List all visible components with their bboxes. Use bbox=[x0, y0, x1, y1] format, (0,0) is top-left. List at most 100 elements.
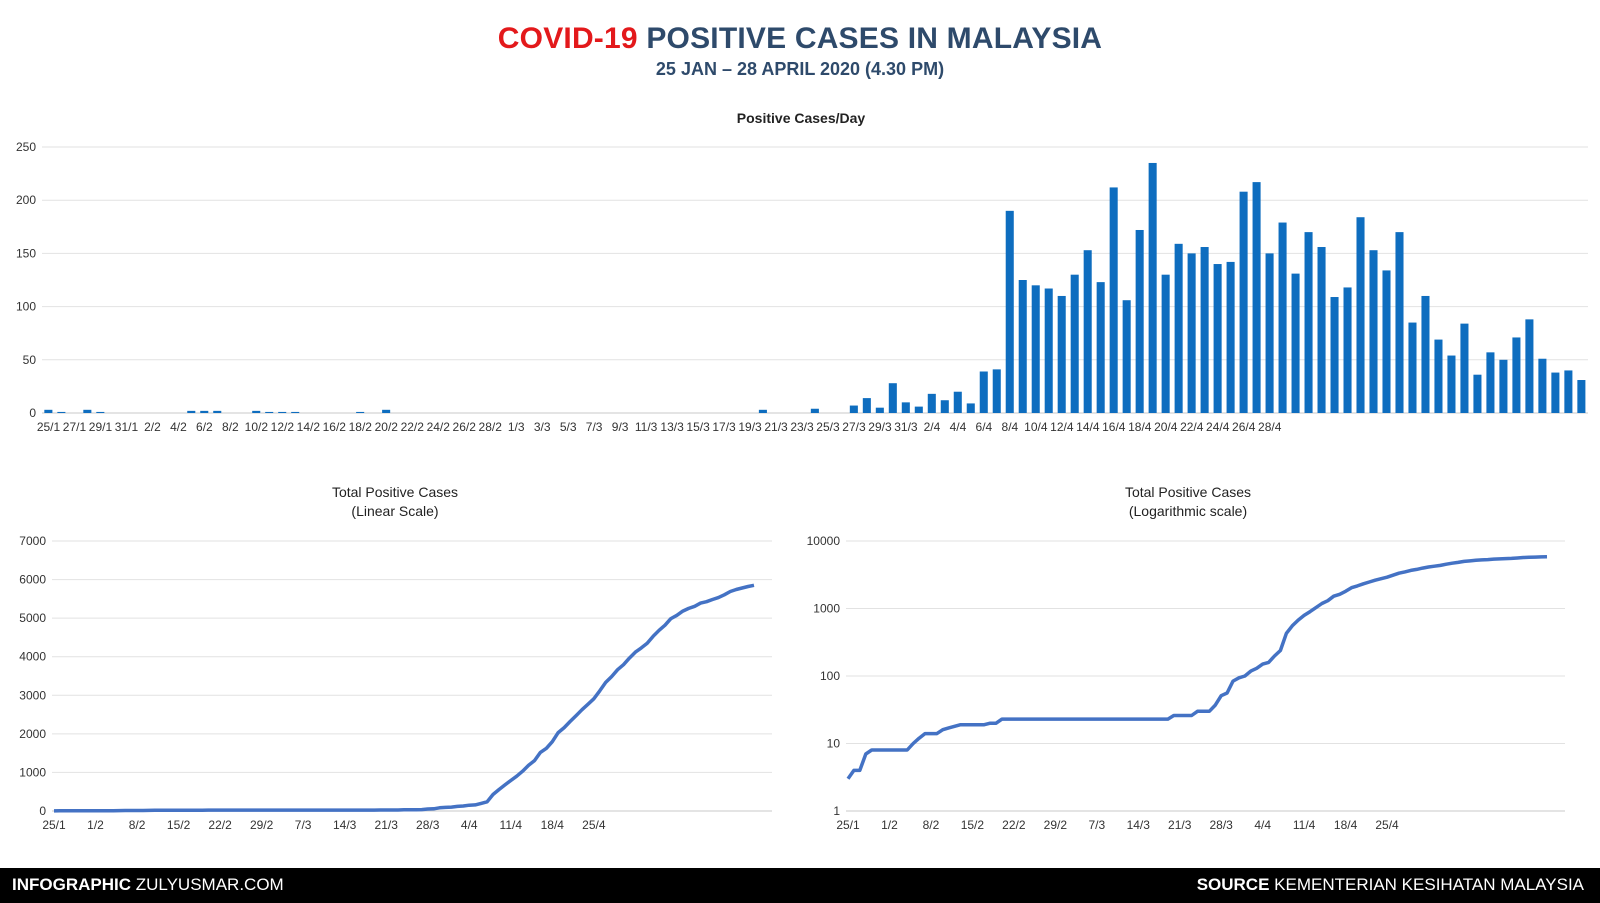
bar bbox=[1460, 323, 1469, 413]
log-y-tick-label: 100 bbox=[820, 669, 840, 683]
bar bbox=[1148, 162, 1157, 413]
log-x-tick-label: 11/4 bbox=[1293, 818, 1316, 832]
bar-y-tick-label: 50 bbox=[23, 353, 37, 367]
page-title: COVID-19 POSITIVE CASES IN MALAYSIA bbox=[0, 22, 1600, 56]
bar bbox=[849, 405, 858, 413]
bar-x-tick-label: 12/4 bbox=[1050, 420, 1074, 434]
log-x-tick-label: 28/3 bbox=[1210, 818, 1234, 832]
bar bbox=[1447, 355, 1456, 413]
log-x-tick-label: 14/3 bbox=[1127, 818, 1151, 832]
bar bbox=[1278, 222, 1287, 413]
linear-x-tick-label: 11/4 bbox=[500, 818, 523, 832]
bar bbox=[940, 400, 949, 413]
bar bbox=[1252, 182, 1261, 413]
title-highlight: COVID-19 bbox=[497, 22, 638, 55]
bar-x-tick-label: 25/3 bbox=[816, 420, 840, 434]
footer-bar: INFOGRAPHIC ZULYUSMAR.COM SOURCE KEMENTE… bbox=[0, 868, 1600, 903]
bar bbox=[1421, 295, 1430, 413]
bar bbox=[1382, 270, 1391, 413]
bar bbox=[1395, 232, 1404, 413]
bar bbox=[758, 409, 767, 413]
bar bbox=[252, 410, 261, 413]
linear-y-tick-label: 3000 bbox=[19, 688, 46, 702]
footer-source-label: SOURCE bbox=[1196, 875, 1270, 894]
bar bbox=[1408, 322, 1417, 413]
bar bbox=[1187, 253, 1196, 413]
bar bbox=[1512, 337, 1521, 413]
bar-x-tick-label: 22/2 bbox=[401, 420, 425, 434]
bar bbox=[862, 398, 871, 413]
bar-x-tick-label: 11/3 bbox=[635, 420, 658, 434]
bar bbox=[927, 393, 936, 413]
bar bbox=[57, 411, 66, 413]
bar-x-tick-label: 27/3 bbox=[842, 420, 866, 434]
bar bbox=[278, 411, 287, 413]
bar-x-tick-label: 2/4 bbox=[924, 420, 941, 434]
footer-source-text: KEMENTERIAN KESIHATAN MALAYSIA bbox=[1274, 875, 1584, 894]
footer-credit: INFOGRAPHIC ZULYUSMAR.COM bbox=[12, 875, 284, 895]
bar-x-tick-label: 17/3 bbox=[712, 420, 736, 434]
log-x-tick-label: 1/2 bbox=[881, 818, 898, 832]
log-y-tick-label: 1 bbox=[833, 804, 840, 818]
linear-y-tick-label: 2000 bbox=[19, 727, 46, 741]
linear-x-tick-label: 4/4 bbox=[461, 818, 478, 832]
bar-x-tick-label: 14/2 bbox=[297, 420, 321, 434]
bar bbox=[979, 371, 988, 413]
bar bbox=[1473, 374, 1482, 413]
bar bbox=[1525, 319, 1534, 413]
log-chart-title: Total Positive Cases bbox=[1125, 484, 1251, 500]
bar bbox=[356, 411, 365, 413]
bar-x-tick-label: 8/2 bbox=[222, 420, 239, 434]
bar bbox=[44, 409, 53, 413]
linear-x-tick-label: 14/3 bbox=[333, 818, 357, 832]
bar bbox=[1265, 253, 1274, 413]
bar-x-tick-label: 20/4 bbox=[1154, 420, 1178, 434]
linear-y-tick-label: 4000 bbox=[19, 650, 46, 664]
page-subtitle: 25 JAN – 28 APRIL 2020 (4.30 PM) bbox=[655, 59, 945, 79]
linear-y-tick-label: 5000 bbox=[19, 611, 46, 625]
bar bbox=[265, 411, 274, 413]
bar bbox=[96, 411, 105, 413]
bar-x-tick-label: 2/2 bbox=[144, 420, 161, 434]
linear-x-tick-label: 21/3 bbox=[375, 818, 399, 832]
bar bbox=[1135, 229, 1144, 413]
log-x-tick-label: 29/2 bbox=[1044, 818, 1068, 832]
bar bbox=[1031, 285, 1040, 413]
bar bbox=[1356, 217, 1365, 413]
log-x-tick-label: 7/3 bbox=[1088, 818, 1105, 832]
bar bbox=[1343, 287, 1352, 413]
linear-x-tick-label: 8/2 bbox=[129, 818, 146, 832]
log-x-tick-label: 8/2 bbox=[923, 818, 940, 832]
bar-x-tick-label: 10/4 bbox=[1024, 420, 1048, 434]
bar bbox=[1317, 247, 1326, 413]
bar bbox=[1577, 380, 1586, 413]
bar bbox=[888, 383, 897, 413]
cumulative-linear-line-chart: Total Positive Cases (Linear Scale) 0 100… bbox=[19, 484, 772, 832]
bar bbox=[1304, 232, 1313, 413]
bar bbox=[1083, 250, 1092, 413]
footer-credit-label: INFOGRAPHIC bbox=[12, 875, 131, 894]
bar-x-tick-label: 3/3 bbox=[534, 420, 551, 434]
log-series-line bbox=[846, 554, 1548, 780]
linear-y-tick-label: 0 bbox=[39, 804, 46, 818]
bar bbox=[914, 406, 923, 413]
bar-x-tick-label: 18/2 bbox=[349, 420, 373, 434]
bar bbox=[1018, 280, 1027, 413]
bar bbox=[992, 369, 1001, 413]
bar-x-tick-label: 15/3 bbox=[686, 420, 710, 434]
header: COVID-19 POSITIVE CASES IN MALAYSIA 25 J… bbox=[0, 22, 1600, 80]
linear-x-tick-label: 7/3 bbox=[295, 818, 312, 832]
bar-x-tick-label: 12/2 bbox=[271, 420, 295, 434]
bar-x-tick-label: 31/1 bbox=[115, 420, 139, 434]
bar-x-tick-label: 18/4 bbox=[1128, 420, 1152, 434]
bar bbox=[200, 410, 209, 413]
bar bbox=[1434, 339, 1443, 413]
log-x-tick-label: 15/2 bbox=[961, 818, 985, 832]
bar bbox=[1369, 250, 1378, 413]
linear-x-tick-label: 22/2 bbox=[208, 818, 232, 832]
bar-x-tick-label: 29/3 bbox=[868, 420, 892, 434]
bar bbox=[875, 407, 884, 413]
bar bbox=[1239, 191, 1248, 413]
bar-y-tick-label: 150 bbox=[16, 246, 36, 260]
